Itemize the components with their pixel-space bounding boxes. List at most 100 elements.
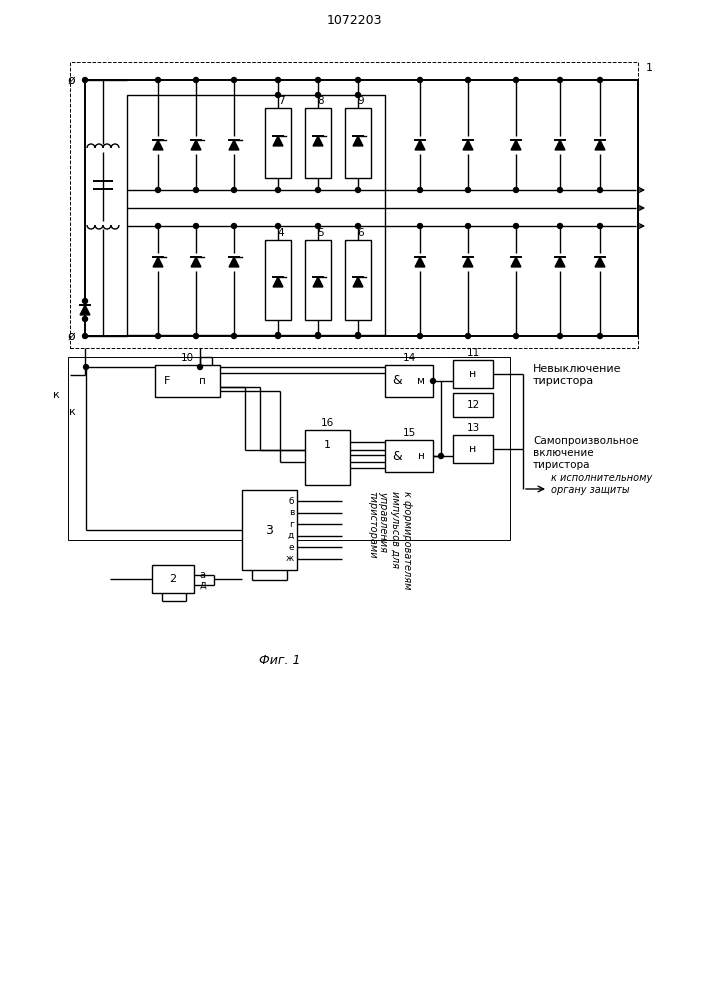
Bar xyxy=(265,240,291,320)
Circle shape xyxy=(315,188,320,192)
Text: ж: ж xyxy=(286,554,294,563)
Polygon shape xyxy=(273,136,283,146)
Polygon shape xyxy=(353,136,363,146)
Bar xyxy=(453,435,493,463)
Bar xyxy=(453,360,493,388)
Text: 6: 6 xyxy=(358,228,364,238)
Circle shape xyxy=(513,188,518,192)
Circle shape xyxy=(156,78,160,83)
Bar xyxy=(385,365,433,397)
Circle shape xyxy=(418,334,423,338)
Text: тиристора: тиристора xyxy=(533,376,595,386)
Bar xyxy=(305,240,331,320)
Text: тиристора: тиристора xyxy=(533,460,590,470)
Circle shape xyxy=(356,78,361,83)
Bar xyxy=(152,565,194,593)
Circle shape xyxy=(276,188,281,192)
Text: 1: 1 xyxy=(324,440,331,450)
Text: н: н xyxy=(469,369,477,379)
Text: ø: ø xyxy=(67,74,75,87)
Circle shape xyxy=(465,188,470,192)
Text: к формирователям
импульсов для
управления
тиристорами: к формирователям импульсов для управлени… xyxy=(367,491,411,589)
Polygon shape xyxy=(511,140,521,150)
Text: б: б xyxy=(288,497,294,506)
Circle shape xyxy=(231,78,237,83)
Bar xyxy=(68,357,510,540)
Circle shape xyxy=(276,334,281,338)
Circle shape xyxy=(315,332,320,338)
Text: п: п xyxy=(199,376,206,386)
Text: а: а xyxy=(199,570,205,580)
Circle shape xyxy=(156,334,160,338)
Circle shape xyxy=(156,188,160,192)
Circle shape xyxy=(418,78,423,83)
Circle shape xyxy=(315,93,320,98)
Polygon shape xyxy=(595,140,605,150)
Bar xyxy=(155,365,220,397)
Polygon shape xyxy=(153,257,163,267)
Polygon shape xyxy=(191,257,201,267)
Circle shape xyxy=(276,93,281,98)
Text: к исполнительному
органу защиты: к исполнительному органу защиты xyxy=(551,473,653,495)
Text: ø: ø xyxy=(67,330,75,342)
Bar xyxy=(453,393,493,417)
Polygon shape xyxy=(511,257,521,267)
Circle shape xyxy=(558,78,563,83)
Bar xyxy=(385,440,433,472)
Circle shape xyxy=(231,224,237,229)
Text: д: д xyxy=(288,531,294,540)
Polygon shape xyxy=(595,257,605,267)
Text: 5: 5 xyxy=(317,228,325,238)
Text: Фиг. 1: Фиг. 1 xyxy=(259,654,300,666)
Text: 1072203: 1072203 xyxy=(326,13,382,26)
Circle shape xyxy=(558,334,563,338)
Polygon shape xyxy=(273,277,283,287)
Text: 2: 2 xyxy=(170,574,177,584)
Text: 4: 4 xyxy=(278,228,284,238)
Text: 11: 11 xyxy=(467,348,479,358)
Circle shape xyxy=(315,78,320,83)
Circle shape xyxy=(197,364,202,369)
Circle shape xyxy=(276,78,281,83)
Text: д: д xyxy=(199,580,206,590)
Circle shape xyxy=(558,224,563,229)
Text: г: г xyxy=(289,520,294,529)
Bar xyxy=(345,240,371,320)
Circle shape xyxy=(597,78,602,83)
Polygon shape xyxy=(229,257,239,267)
Bar xyxy=(305,108,331,178)
Polygon shape xyxy=(415,257,425,267)
Circle shape xyxy=(597,334,602,338)
Text: м: м xyxy=(417,376,425,386)
Polygon shape xyxy=(353,277,363,287)
Bar xyxy=(127,95,385,335)
Circle shape xyxy=(194,224,199,229)
Polygon shape xyxy=(191,140,201,150)
Text: 3: 3 xyxy=(266,524,274,536)
Polygon shape xyxy=(555,140,565,150)
Polygon shape xyxy=(415,140,425,150)
Polygon shape xyxy=(313,277,323,287)
Bar xyxy=(70,62,638,348)
Text: н: н xyxy=(469,444,477,454)
Polygon shape xyxy=(80,305,90,315)
Text: 12: 12 xyxy=(467,400,479,410)
Bar xyxy=(345,108,371,178)
Text: Самопроизвольное: Самопроизвольное xyxy=(533,436,638,446)
Circle shape xyxy=(194,334,199,338)
Polygon shape xyxy=(463,257,473,267)
Circle shape xyxy=(356,334,361,338)
Polygon shape xyxy=(555,257,565,267)
Circle shape xyxy=(276,332,281,338)
Text: к: к xyxy=(53,390,60,400)
Polygon shape xyxy=(313,136,323,146)
Circle shape xyxy=(418,224,423,229)
Circle shape xyxy=(431,378,436,383)
Circle shape xyxy=(231,188,237,192)
Text: в: в xyxy=(288,508,294,517)
Text: Невыключение: Невыключение xyxy=(533,364,621,374)
Circle shape xyxy=(465,224,470,229)
Text: 13: 13 xyxy=(467,423,479,433)
Text: 8: 8 xyxy=(317,96,325,106)
Circle shape xyxy=(418,188,423,192)
